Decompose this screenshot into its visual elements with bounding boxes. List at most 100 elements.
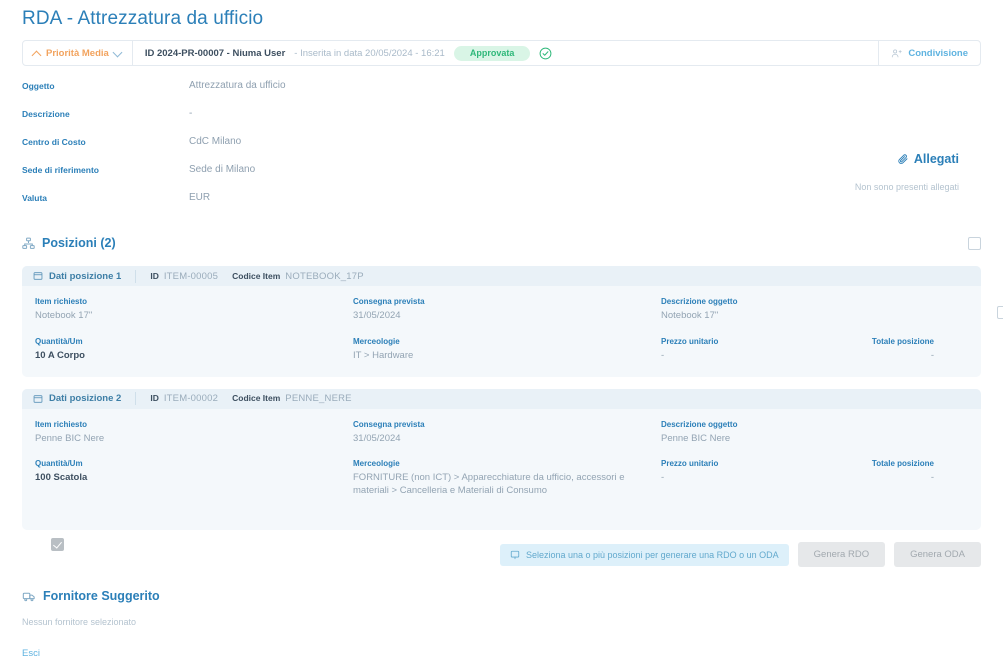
attachments-title: Allegati (913, 152, 959, 166)
position-id-meta: ID ITEM-00005 (136, 271, 218, 282)
cell-label-totale: Totale posizione (871, 336, 934, 346)
cell-value: FORNITURE (non ICT) > Apparecchiature da… (353, 472, 625, 497)
cell-label-totale: Totale posizione (871, 459, 934, 469)
chevron-up-icon (33, 49, 41, 57)
cell-value: 100 Scatola (35, 472, 88, 484)
position-id-meta: ID ITEM-00002 (136, 393, 218, 404)
user-share-icon (892, 48, 903, 57)
field-label-oggetto: Oggetto (22, 81, 55, 91)
position-code-value: NOTEBOOK_17P (285, 270, 364, 282)
supplier-empty-text: Nessun fornitore selezionato (22, 617, 137, 628)
request-id: ID 2024-PR-00007 - Niuma User (144, 47, 286, 59)
check-circle-icon (539, 47, 552, 59)
field-value-descrizione: - (189, 108, 193, 119)
position-title-text: Dati posizione 2 (49, 393, 122, 405)
field-row: Sede di riferimento Sede di Milano (22, 164, 981, 184)
position-fields-grid: Item richiesto Penne BIC Nere Consegna p… (22, 409, 981, 498)
field-label-valuta: Valuta (22, 193, 48, 203)
cell-descrizione-oggetto: Descrizione oggetto Notebook 17" (661, 297, 968, 323)
position-card-2: Dati posizione 2 ID ITEM-00002 Codice It… (22, 388, 981, 552)
position-code-meta: Codice Item PENNE_NERE (218, 393, 352, 404)
supplier-section-header: Fornitore Suggerito (22, 589, 981, 603)
info-tooltip-icon (510, 550, 520, 559)
position-code-meta: Codice Item NOTEBOOK_17P (218, 271, 364, 282)
attachments-empty-text: Non sono presenti allegati (854, 182, 959, 192)
position-code-label: Codice Item (232, 270, 281, 281)
attachments-panel: Allegati Non sono presenti allegati (855, 152, 959, 192)
cell-label: Merceologie (353, 336, 400, 346)
position-title-text: Dati posizione 1 (49, 270, 122, 282)
request-header-bar: Priorità Media ID 2024-PR-00007 - Niuma … (22, 40, 981, 66)
position-head-title-2: Dati posizione 2 (33, 392, 137, 406)
select-all-checkbox[interactable] (968, 236, 981, 250)
cell-label: Merceologie (353, 459, 400, 469)
paperclip-icon (898, 154, 908, 164)
request-inserted-date: - Inserita in data 20/05/2024 - 16:21 (294, 47, 445, 59)
cell-consegna-prevista: Consegna prevista 31/05/2024 (353, 297, 661, 323)
cell-label-prezzo-unitario: Prezzo unitario (661, 459, 719, 469)
truck-icon (22, 592, 35, 601)
position-checkbox-1[interactable] (997, 306, 1003, 319)
field-value-valuta: EUR (189, 192, 211, 203)
positions-list: Dati posizione 1 ID ITEM-00005 Codice It… (22, 266, 1003, 552)
field-row: Valuta EUR (22, 192, 981, 212)
field-row: Centro di Costo CdC Milano (22, 136, 981, 156)
page-title: RDA - Attrezzatura da ufficio (22, 8, 264, 29)
field-value-centro-di-costo: CdC Milano (189, 136, 242, 147)
field-row: Oggetto Attrezzatura da ufficio (22, 80, 981, 100)
positions-title: Posizioni (2) (42, 236, 116, 250)
priority-dropdown[interactable]: Priorità Media (23, 41, 133, 65)
cell-descrizione-oggetto: Descrizione oggetto Penne BIC Nere (661, 420, 968, 446)
exit-link[interactable]: Esci (22, 648, 40, 660)
genera-oda-button[interactable]: Genera ODA (894, 542, 981, 568)
status-badge: Approvata (453, 45, 531, 61)
position-checkbox-2[interactable] (51, 538, 64, 552)
cell-value-prezzo-unitario: - (661, 349, 665, 361)
field-label-descrizione: Descrizione (22, 109, 70, 119)
cell-label: Descrizione oggetto (661, 419, 738, 429)
sitemap-icon (22, 237, 35, 249)
cell-quantita: Quantità/Um 10 A Corpo (35, 329, 353, 363)
cell-quantita: Quantità/Um 100 Scatola (35, 451, 353, 498)
rda-detail-page: RDA - Attrezzatura da ufficio Priorità M… (0, 0, 1003, 573)
positions-section-header: Posizioni (2) (22, 236, 981, 250)
position-code-value: PENNE_NERE (285, 393, 352, 405)
position-id-value: ITEM-00005 (163, 270, 219, 282)
position-fields-grid: Item richiesto Notebook 17" Consegna pre… (22, 286, 981, 363)
request-summary: ID 2024-PR-00007 - Niuma User - Inserita… (133, 41, 879, 65)
chevron-down-icon (114, 49, 122, 57)
cell-label: Item richiesto (35, 297, 88, 306)
card-icon (33, 394, 43, 403)
cell-label: Item richiesto (35, 419, 88, 429)
cell-value: 31/05/2024 (353, 432, 401, 444)
position-card-header: Dati posizione 1 ID ITEM-00005 Codice It… (22, 266, 981, 286)
field-value-sede: Sede di Milano (189, 164, 256, 175)
position-id-label: ID (150, 393, 159, 404)
cell-value: Notebook 17" (35, 310, 93, 321)
position-id-label: ID (150, 270, 159, 281)
share-label: Condivisione (908, 47, 968, 59)
generate-actions-bar: Seleziona una o più posizioni per genera… (22, 542, 981, 568)
card-icon (33, 272, 43, 280)
position-head-title-1: Dati posizione 1 (33, 269, 137, 283)
position-id-value: ITEM-00002 (163, 393, 219, 405)
attachments-header[interactable]: Allegati (855, 152, 959, 166)
position-code-label: Codice Item (232, 393, 281, 404)
genera-rdo-button[interactable]: Genera RDO (797, 542, 886, 568)
cell-value: 31/05/2024 (353, 310, 401, 321)
cell-label: Quantità/Um (35, 336, 83, 346)
cell-merceologie: Merceologie IT > Hardware (353, 329, 661, 363)
selection-hint-text: Seleziona una o più posizioni per genera… (525, 549, 779, 560)
cell-label-prezzo-unitario: Prezzo unitario (661, 336, 719, 346)
cell-item-richiesto: Item richiesto Penne BIC Nere (35, 420, 353, 446)
cell-label: Consegna prevista (353, 297, 425, 306)
cell-consegna-prevista: Consegna prevista 31/05/2024 (353, 420, 661, 446)
field-label-sede: Sede di riferimento (22, 165, 99, 175)
supplier-title: Fornitore Suggerito (43, 589, 160, 604)
cell-prezzi: Prezzo unitario - Totale posizione - (661, 451, 968, 498)
position-card-header: Dati posizione 2 ID ITEM-00002 Codice It… (22, 388, 981, 409)
cell-label: Consegna prevista (353, 419, 425, 429)
cell-value-totale: - (930, 472, 934, 484)
share-button[interactable]: Condivisione (878, 41, 980, 65)
cell-label: Descrizione oggetto (661, 297, 738, 306)
